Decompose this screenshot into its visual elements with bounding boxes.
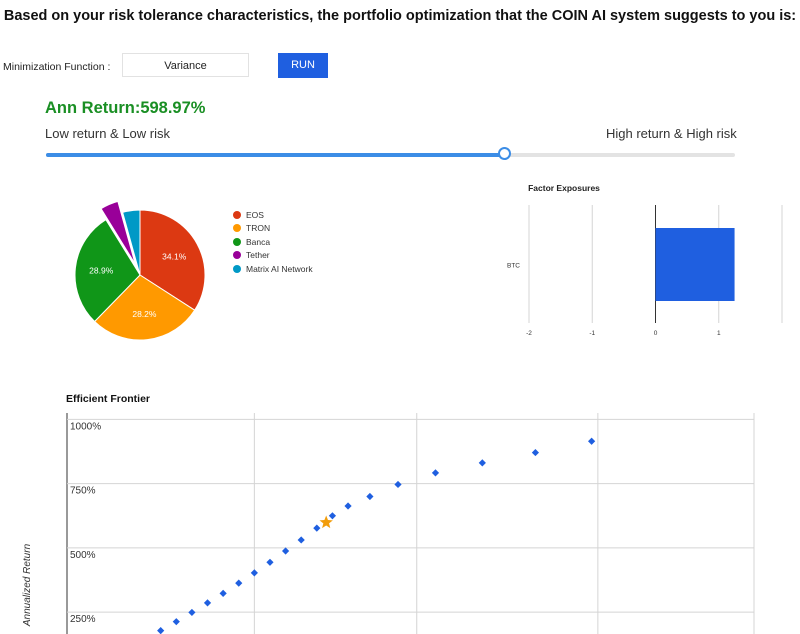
risk-slider-fill [46,153,505,157]
frontier-point[interactable] [250,569,258,577]
frontier-point[interactable] [281,547,290,555]
legend-label: Banca [246,236,271,247]
x-tick-label: 1 [717,330,721,337]
allocation-legend: EOS TRON Banca Tether Matrix AI Network [233,208,313,276]
frontier-point[interactable] [157,627,165,634]
frontier-point[interactable] [313,524,321,532]
y-tick-label: 250% [70,614,96,625]
page-title: Based on your risk tolerance characteris… [3,8,797,24]
frontier-point[interactable] [203,599,212,607]
frontier-point[interactable] [219,589,227,597]
run-button[interactable]: RUN [278,53,328,78]
efficient-frontier-chart: Efficient Frontier Annualized Return 100… [22,393,755,634]
frontier-point[interactable] [531,448,540,457]
pie-slice-tether[interactable] [100,200,136,265]
frontier-point[interactable] [188,608,196,617]
pie-slice-matrix-ai-network[interactable] [122,209,141,276]
legend-item-matrix-ai-network[interactable]: Matrix AI Network [233,262,313,276]
frontier-point[interactable] [297,536,305,544]
legend-color-dot [233,224,241,233]
y-tick-label: 1000% [70,421,101,432]
legend-item-banca[interactable]: Banca [233,235,313,249]
frontier-point[interactable] [478,459,486,467]
frontier-point[interactable] [172,618,180,626]
legend-label: Matrix AI Network [246,263,313,274]
legend-item-tether[interactable]: Tether [233,249,313,263]
frontier-point[interactable] [344,502,352,510]
low-risk-label: Low return & Low risk [45,126,170,141]
frontier-point[interactable] [431,469,440,477]
legend-color-dot [233,251,241,260]
pie-slice-tron[interactable] [93,274,196,341]
legend-item-eos[interactable]: EOS [233,208,313,222]
allocation-pie-chart: 34.1% 28.2% 28.9% [74,200,206,341]
frontier-point[interactable] [588,437,596,445]
legend-color-dot [233,264,241,273]
frontier-point[interactable] [328,512,337,520]
frontier-point[interactable] [235,579,243,587]
factor-exposures-title: Factor Exposures [528,183,600,193]
legend-label: EOS [246,209,264,220]
x-tick-label: 0 [654,330,658,337]
y-tick-label: 500% [70,550,96,561]
pie-slice-label: 28.9% [89,266,114,276]
x-tick-label: -2 [526,330,532,337]
selected-portfolio-star-icon[interactable] [319,515,333,529]
legend-item-tron[interactable]: TRON [233,222,313,236]
risk-slider-handle[interactable] [497,147,511,160]
legend-color-dot [233,237,241,246]
factor-bar-btc[interactable] [655,228,735,301]
y-axis-label: Annualized Return [22,543,33,627]
x-tick-label: -1 [589,330,595,337]
risk-slider-track[interactable] [46,147,735,160]
efficient-frontier-title: Efficient Frontier [66,393,150,405]
pie-slice-label: 34.1% [162,251,187,261]
pie-slice-label: 28.2% [132,309,157,319]
legend-color-dot [233,210,241,219]
legend-label: Tether [246,250,270,261]
minimization-function-field[interactable]: Variance [122,53,249,77]
frontier-point[interactable] [394,480,402,489]
minimization-function-label: Minimization Function : [3,61,111,73]
factor-exposures-chart: Factor Exposures BTC -2 -1 0 1 [507,183,783,337]
high-risk-label: High return & High risk [606,126,737,141]
pie-slice-banca[interactable] [74,218,141,323]
annual-return-value: Ann Return:598.97% [45,99,206,117]
factor-category-label: BTC [507,263,520,270]
legend-label: TRON [246,223,271,234]
frontier-point[interactable] [366,492,374,501]
frontier-point[interactable] [266,558,274,566]
y-tick-label: 750% [70,486,96,497]
